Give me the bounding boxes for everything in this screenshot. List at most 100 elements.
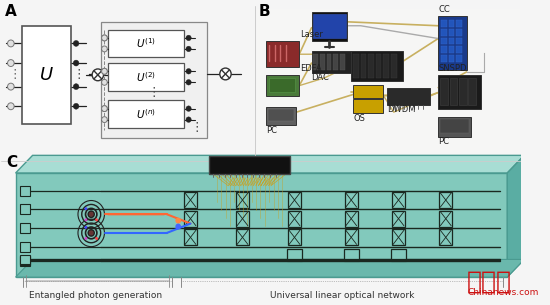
Bar [236,229,249,245]
Circle shape [102,106,107,112]
Bar [288,229,301,245]
Text: Laser: Laser [300,30,323,39]
Text: $U^{(n)}$: $U^{(n)}$ [136,107,156,121]
Text: SNSPD: SNSPD [438,64,467,73]
Bar [449,38,454,45]
Circle shape [186,80,191,85]
Bar [368,54,374,78]
Text: ⋮: ⋮ [8,68,21,81]
Text: ⋮: ⋮ [73,68,85,81]
Bar [311,12,348,41]
Bar [314,14,345,38]
Circle shape [95,218,98,221]
Bar [391,54,397,78]
Circle shape [73,103,79,109]
Bar [456,55,462,62]
Text: PC: PC [438,137,449,146]
Bar [441,46,447,53]
Bar [387,88,430,105]
Text: C: C [6,155,17,170]
Text: ⋮: ⋮ [191,121,204,135]
Circle shape [175,224,181,229]
Text: DWDM: DWDM [387,105,416,114]
Bar [288,211,301,227]
Bar [266,75,299,96]
Bar [392,192,405,208]
Bar [353,54,359,78]
Bar [441,20,447,27]
Bar [449,46,454,53]
Circle shape [89,212,94,217]
Text: Chinanews.com: Chinanews.com [468,288,539,297]
Bar [392,211,405,227]
Circle shape [8,59,14,66]
Bar [257,9,520,156]
Polygon shape [15,155,524,173]
Bar [20,254,30,264]
Circle shape [8,83,14,90]
Bar [391,249,406,259]
Bar [383,54,389,78]
Bar [288,192,301,208]
Bar [449,20,454,27]
Circle shape [73,41,79,46]
Bar [320,54,324,70]
Bar [20,186,30,196]
Text: Universal linear optical network: Universal linear optical network [270,291,414,300]
Bar [439,229,452,245]
Text: B: B [258,4,270,19]
Circle shape [102,117,107,123]
Circle shape [102,79,107,85]
Bar [441,29,447,36]
Circle shape [89,231,94,235]
Bar [456,38,462,45]
Circle shape [102,68,107,74]
Circle shape [85,218,87,221]
Text: $U^{(1)}$: $U^{(1)}$ [136,37,156,50]
Circle shape [73,60,79,66]
Circle shape [102,35,107,41]
Bar [327,54,331,70]
Bar [449,29,454,36]
Bar [345,229,358,245]
Bar [269,78,295,92]
Text: Entangled photon generation: Entangled photon generation [29,291,162,300]
Circle shape [175,218,181,224]
Bar [101,22,207,138]
Circle shape [8,103,14,110]
Bar [287,260,302,261]
Circle shape [95,237,98,240]
Polygon shape [15,173,507,277]
Bar [438,16,466,70]
Bar [184,192,197,208]
Circle shape [85,207,87,210]
Polygon shape [507,155,524,277]
Circle shape [73,84,79,90]
Bar [438,75,481,109]
Bar [314,54,318,70]
Text: PC: PC [266,126,277,135]
Bar [108,100,184,128]
Bar [439,192,452,208]
Text: A: A [5,4,17,19]
Bar [449,78,457,105]
Bar [439,211,452,227]
Bar [392,229,405,245]
Circle shape [102,35,107,41]
Circle shape [186,117,191,122]
Bar [441,55,447,62]
Bar [20,256,30,265]
Bar [344,260,359,261]
Polygon shape [15,260,524,277]
Text: OS: OS [353,114,365,123]
Bar [353,99,383,113]
Bar [184,211,197,227]
Text: CC: CC [438,5,450,14]
Bar [311,51,351,73]
Bar [361,54,366,78]
Bar [268,109,294,121]
Bar [266,41,299,67]
Bar [22,26,72,124]
Circle shape [102,68,107,74]
Circle shape [186,35,191,41]
